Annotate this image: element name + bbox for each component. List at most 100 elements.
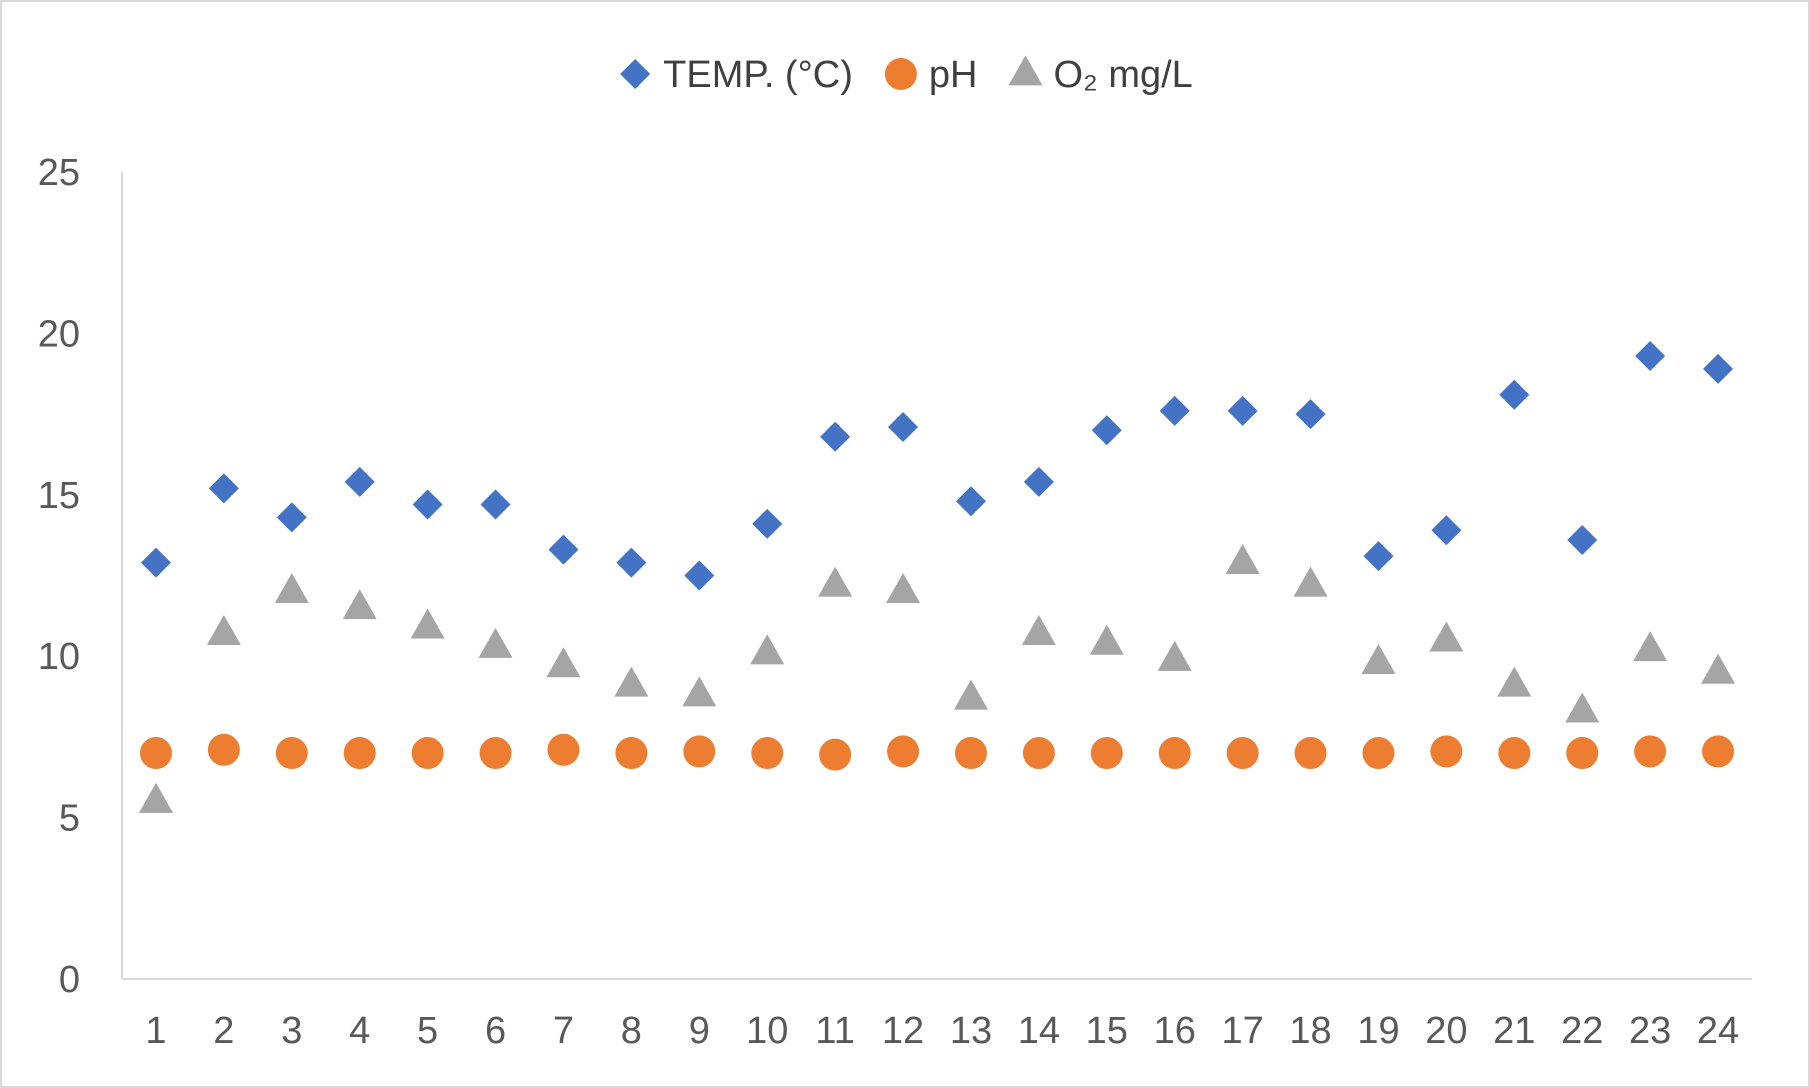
x-tick-label: 23 (1629, 1010, 1671, 1052)
data-point-diamond (1431, 515, 1462, 546)
x-tick-label: 14 (1018, 1010, 1060, 1052)
data-point-triangle (1361, 644, 1396, 675)
data-point-triangle (478, 627, 513, 658)
data-point-circle (275, 737, 308, 770)
data-point-triangle (1021, 615, 1056, 646)
y-tick-label: 15 (38, 475, 80, 517)
data-point-diamond (752, 508, 783, 539)
data-point-circle (479, 737, 512, 770)
data-point-circle (139, 737, 172, 770)
x-tick-label: 10 (746, 1010, 788, 1052)
data-point-diamond (480, 489, 511, 520)
data-point-triangle (342, 589, 377, 620)
data-point-circle (547, 733, 580, 766)
x-tick-label: 1 (145, 1010, 166, 1052)
y-tick-label: 25 (38, 152, 80, 194)
data-point-diamond (1499, 379, 1530, 410)
legend-label: pH (929, 54, 978, 96)
data-point-diamond (1227, 395, 1258, 426)
y-tick-label: 0 (59, 959, 80, 1001)
data-point-diamond (1363, 541, 1394, 572)
legend-item: TEMP. (°C) (620, 54, 853, 96)
x-tick-label: 7 (553, 1010, 574, 1052)
data-point-triangle (206, 615, 241, 646)
x-tick-label: 17 (1221, 1010, 1263, 1052)
data-point-diamond (1567, 524, 1598, 555)
data-point-diamond (1159, 395, 1190, 426)
x-tick-label: 4 (349, 1010, 370, 1052)
data-point-triangle (1157, 640, 1192, 671)
legend-label: O₂ mg/L (1053, 54, 1192, 96)
data-point-triangle (614, 666, 649, 697)
legend: TEMP. (°C) pH O₂ mg/L (620, 54, 1193, 96)
x-tick-label: 2 (213, 1010, 234, 1052)
series-circle (139, 733, 1735, 771)
data-point-diamond (888, 412, 919, 443)
data-point-circle (1566, 737, 1599, 770)
x-tick-label: 5 (417, 1010, 438, 1052)
data-point-diamond (955, 486, 986, 517)
data-point-circle (1090, 737, 1123, 770)
data-point-circle (1634, 735, 1667, 768)
legend-marker-diamond (620, 59, 651, 89)
data-point-circle (819, 738, 852, 771)
data-point-circle (887, 735, 920, 768)
data-point-diamond (548, 534, 579, 565)
x-tick-label: 8 (621, 1010, 642, 1052)
data-point-diamond (1703, 353, 1734, 384)
data-point-triangle (138, 782, 173, 813)
data-point-circle (1362, 737, 1395, 770)
data-point-diamond (1635, 340, 1666, 371)
x-tick-label: 11 (815, 1010, 854, 1052)
data-point-circle (1226, 737, 1259, 770)
data-point-diamond (616, 547, 647, 578)
x-tick-label: 18 (1289, 1010, 1331, 1052)
data-point-triangle (1089, 624, 1124, 655)
data-point-circle (1498, 737, 1531, 770)
x-tick-label: 12 (882, 1010, 924, 1052)
x-tick-label: 19 (1357, 1010, 1399, 1052)
data-point-diamond (1295, 399, 1326, 430)
data-point-triangle (886, 573, 921, 604)
data-point-triangle (750, 634, 785, 665)
plot-area (138, 340, 1736, 813)
data-point-circle (615, 737, 648, 770)
x-tick-label: 13 (950, 1010, 992, 1052)
x-tick-label: 22 (1561, 1010, 1603, 1052)
x-tick-label: 24 (1697, 1010, 1739, 1052)
data-point-triangle (818, 566, 853, 597)
data-point-triangle (1429, 621, 1464, 652)
y-axis: 0 5 10 15 20 25 (38, 152, 123, 1001)
data-point-triangle (1701, 653, 1736, 684)
y-tick-label: 10 (38, 636, 80, 678)
y-tick-label: 20 (38, 313, 80, 355)
data-point-diamond (344, 466, 375, 497)
data-point-triangle (1225, 543, 1260, 574)
data-point-diamond (1023, 466, 1054, 497)
data-point-diamond (1091, 415, 1122, 446)
data-point-triangle (546, 647, 581, 678)
legend-item: pH (884, 54, 978, 96)
data-point-diamond (140, 547, 171, 578)
legend-item: O₂ mg/L (1008, 54, 1193, 96)
data-point-triangle (1497, 666, 1532, 697)
series-triangle (138, 543, 1736, 813)
legend-marker-circle (884, 58, 917, 90)
legend-marker-triangle (1008, 55, 1043, 86)
x-tick-label: 6 (485, 1010, 506, 1052)
x-tick-label: 3 (281, 1010, 302, 1052)
data-point-triangle (274, 573, 309, 604)
data-point-diamond (276, 502, 307, 533)
data-point-circle (1294, 737, 1327, 770)
data-point-circle (1702, 735, 1735, 768)
x-tick-label: 9 (689, 1010, 710, 1052)
series-diamond (140, 340, 1734, 591)
data-point-diamond (208, 473, 239, 504)
data-point-circle (751, 737, 784, 770)
data-point-circle (207, 733, 240, 766)
data-point-diamond (684, 560, 715, 591)
data-point-circle (1430, 735, 1463, 768)
legend-label: TEMP. (°C) (663, 54, 853, 96)
y-tick-label: 5 (59, 798, 80, 840)
